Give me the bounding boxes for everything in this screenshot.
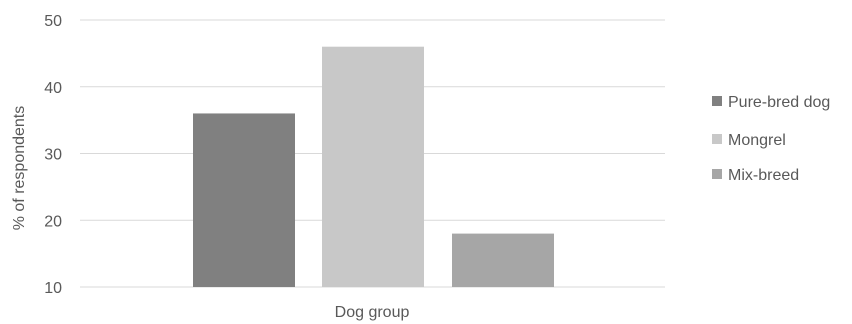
y-tick-label: 20 (44, 213, 62, 230)
y-tick-label: 40 (44, 80, 62, 97)
bar-mongrel (322, 46, 424, 288)
legend-label: Mix-breed (728, 167, 799, 184)
bar-pure-bred-dog (193, 113, 295, 287)
legend-label: Pure-bred dog (728, 94, 830, 111)
bars (193, 46, 554, 288)
legend-label: Mongrel (728, 132, 786, 149)
legend-item: Pure-bred dog (712, 94, 830, 111)
legend-item: Mix-breed (712, 167, 799, 184)
legend: Pure-bred dog Mongrel Mix-breed (712, 94, 830, 184)
legend-swatch (712, 134, 722, 144)
legend-swatch (712, 169, 722, 179)
y-tick-label: 50 (44, 13, 62, 30)
y-axis-label: % of respondents (11, 106, 28, 231)
y-tick-label: 10 (44, 280, 62, 297)
y-tick-label: 30 (44, 147, 62, 164)
legend-swatch (712, 96, 722, 106)
bar-mix-breed (452, 233, 554, 287)
x-axis-label: Dog group (335, 304, 410, 321)
y-axis-ticks: 10 20 30 40 50 (44, 13, 62, 297)
legend-item: Mongrel (712, 132, 786, 149)
